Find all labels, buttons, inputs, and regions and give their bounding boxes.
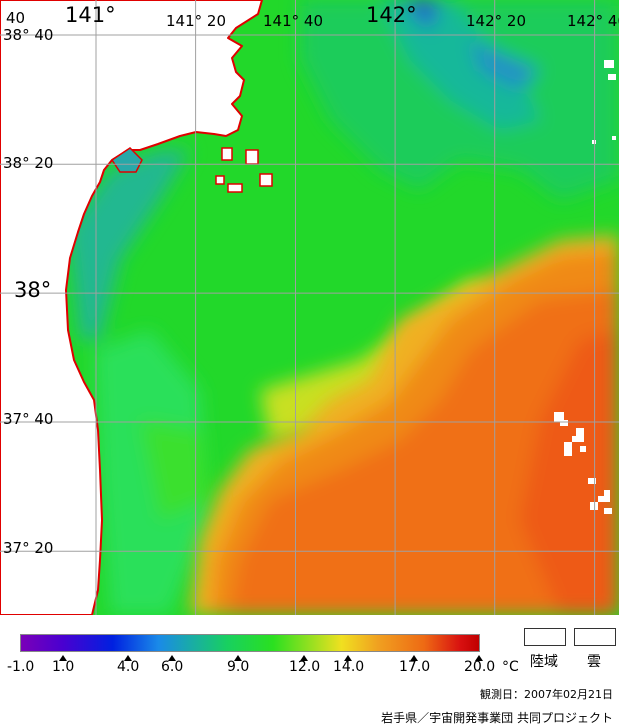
colorbar-tick — [344, 655, 352, 661]
colorbar-tick — [59, 655, 67, 661]
colorbar-tick-label: 20.0 — [464, 659, 496, 675]
colorbar-tick-label: 17.0 — [399, 659, 431, 675]
lon-label-142-40: 142° 40 — [567, 14, 619, 29]
sst-map: 40 38° 40 38° 20 38° 37° 40 37° 20 141° … — [0, 0, 619, 615]
temperature-colorbar — [20, 634, 480, 652]
lon-label-142: 142° — [366, 3, 417, 27]
lat-label-37-20: 37° 20 — [3, 539, 54, 557]
colorbar-min-label: -1.0 — [7, 659, 35, 675]
colorbar-tick — [168, 655, 176, 661]
colorbar-tick-label: 12.0 — [289, 659, 321, 675]
colorbar-tick-label: 14.0 — [333, 659, 365, 675]
legend-area: -1.0 1.0 4.0 6.0 9.0 12.0 14.0 17.0 20.0… — [0, 615, 619, 725]
colorbar-tick — [475, 655, 483, 661]
graticule — [0, 0, 619, 615]
credit-text: 岩手県／宇宙開発事業団 共同プロジェクト — [381, 711, 613, 725]
colorbar-tick-label: 4.0 — [117, 659, 140, 675]
land-label: 陸域 — [530, 654, 558, 670]
colorbar-tick — [300, 655, 308, 661]
lat-label-38-20: 38° 20 — [3, 154, 54, 172]
colorbar-tick — [410, 655, 418, 661]
cloud-label: 雲 — [587, 654, 601, 670]
lon-label-141-20: 141° 20 — [166, 12, 226, 30]
temperature-field — [0, 0, 619, 615]
colorbar-tick-label: 6.0 — [161, 659, 184, 675]
cloud-swatch — [574, 628, 616, 646]
cloud-patches — [554, 60, 616, 514]
land-swatch — [524, 628, 566, 646]
lon-label-141-40: 141° 40 — [263, 12, 323, 30]
colorbar-tick-label: 9.0 — [227, 659, 250, 675]
lat-label-38-40: 38° 40 — [3, 26, 54, 44]
lat-label-38: 38° — [14, 278, 52, 302]
colorbar-tick — [124, 655, 132, 661]
coastal-islands — [215, 147, 273, 193]
observation-date: 観測日：2007年02月21日 — [480, 688, 613, 701]
unit-label: °C — [502, 659, 519, 675]
colorbar-tick — [234, 655, 242, 661]
colorbar-tick-label: 1.0 — [52, 659, 75, 675]
sst-map-svg — [0, 0, 619, 615]
lon-label-141: 141° — [65, 3, 116, 27]
lon-label-142-20: 142° 20 — [466, 12, 526, 30]
bay-shading — [110, 147, 143, 173]
corner-label: 40 — [6, 9, 26, 27]
lat-label-37-40: 37° 40 — [3, 410, 54, 428]
